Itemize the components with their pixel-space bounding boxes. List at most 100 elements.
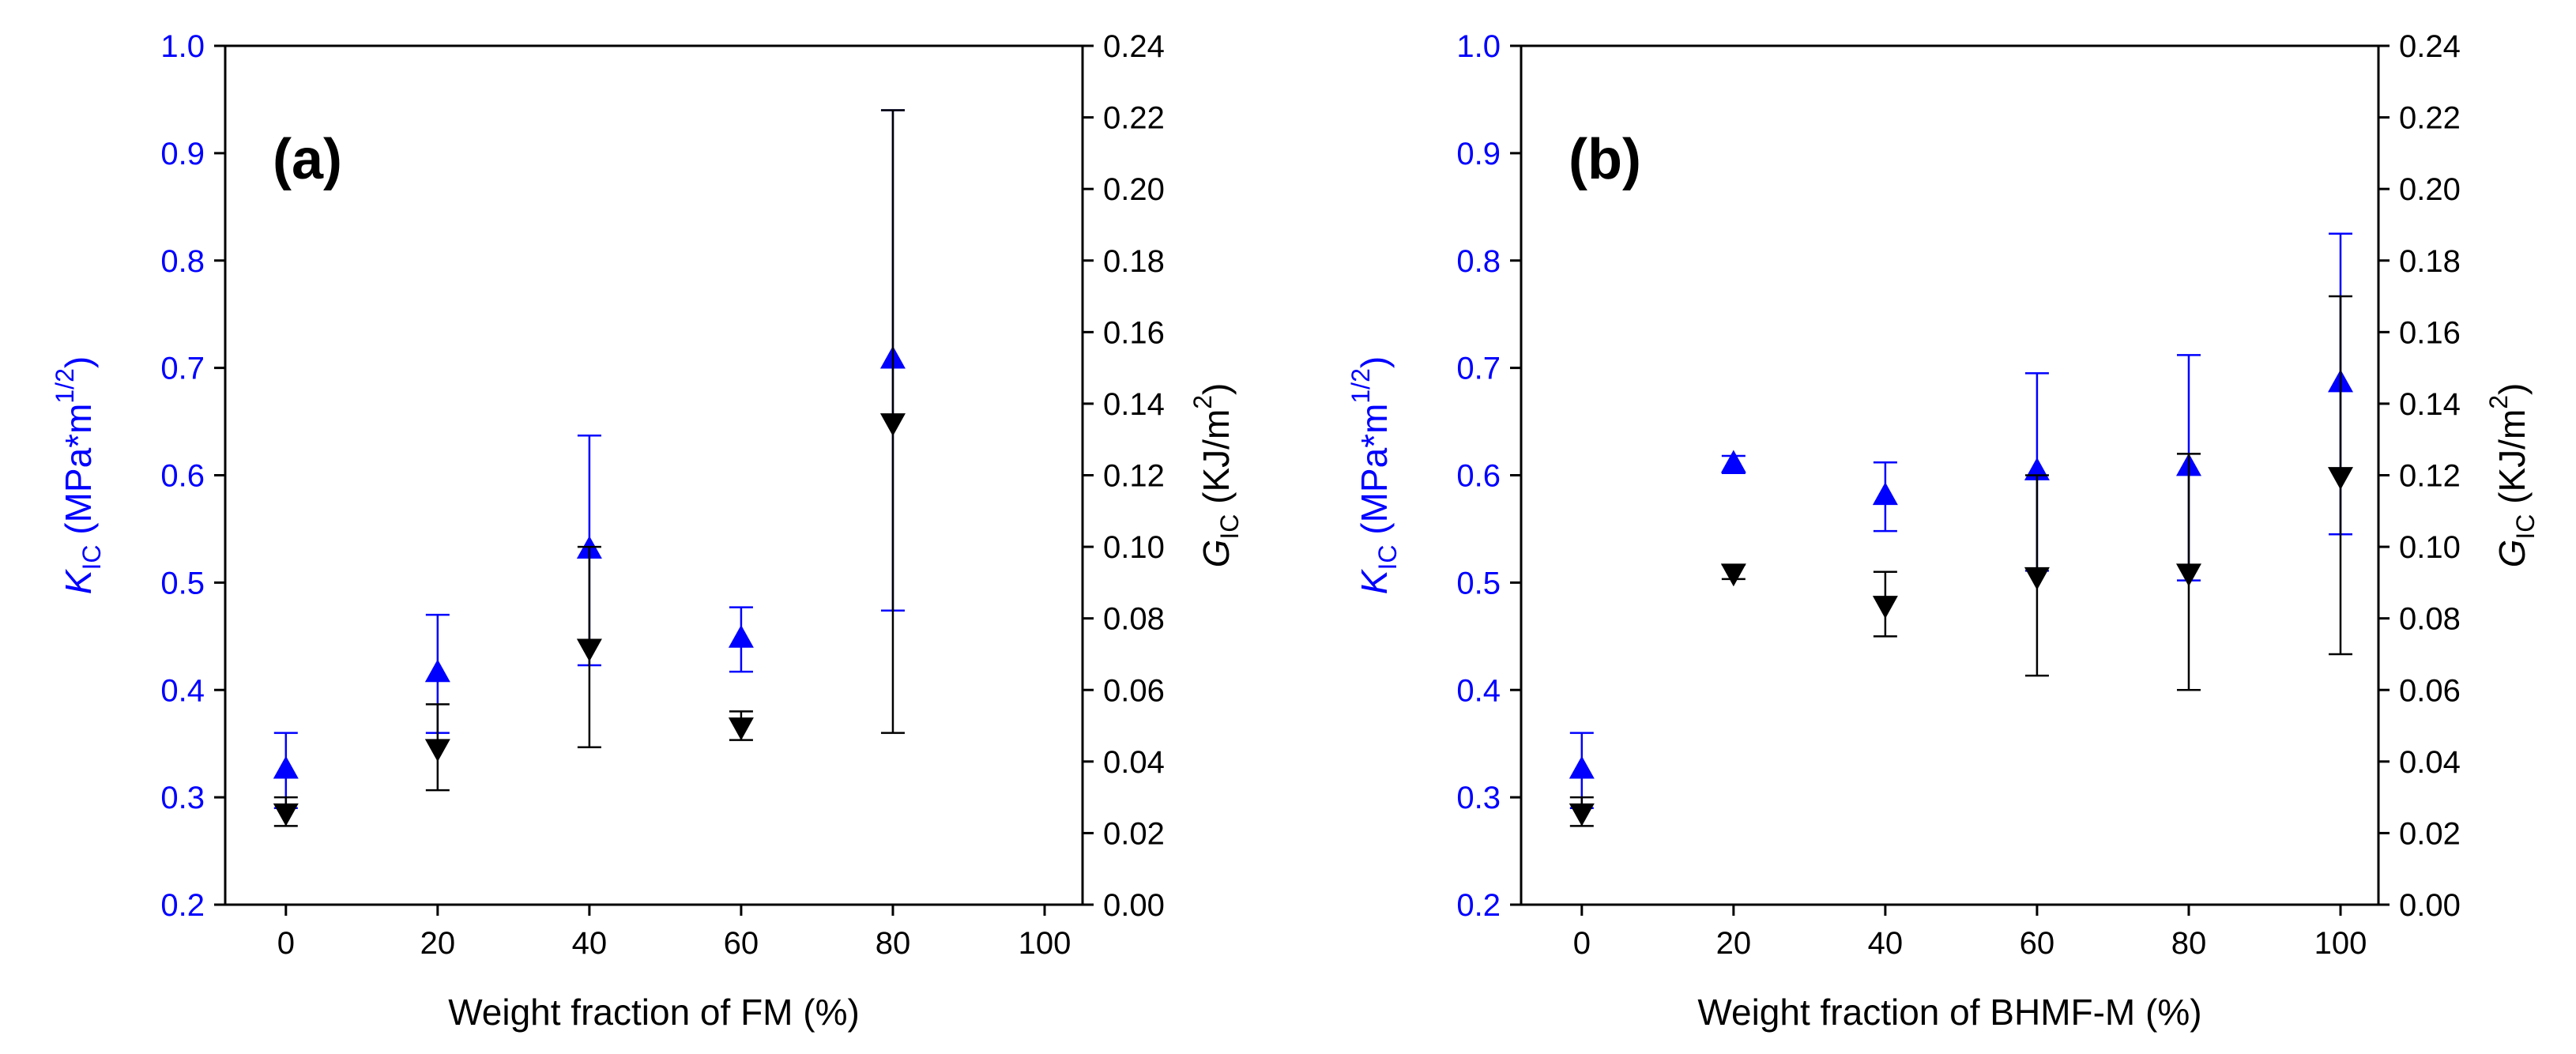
y-left-tick-label: 0.8 xyxy=(160,244,205,279)
point-gic xyxy=(2175,563,2201,587)
ylabel-unit: (MPa*m xyxy=(58,404,99,545)
y-left-tick-label: 0.4 xyxy=(160,673,205,708)
x-tick-label: 40 xyxy=(1868,926,1904,961)
y-left-tick-label: 1.0 xyxy=(1456,29,1501,64)
point-kic xyxy=(728,624,754,648)
y-right-tick-label: 0.14 xyxy=(1103,387,1165,422)
y-left-tick-label: 0.2 xyxy=(1456,888,1501,923)
y-right-tick-label: 0.00 xyxy=(1103,888,1165,923)
ylabel-subscript: IC xyxy=(1215,514,1244,540)
y-right-tick-label: 0.06 xyxy=(2399,673,2461,708)
point-gic xyxy=(1872,596,1898,619)
ylabel-unit-close: ) xyxy=(1196,383,1237,395)
x-tick-label: 60 xyxy=(724,926,759,961)
x-tick-label: 0 xyxy=(1573,926,1591,961)
x-tick-label: 80 xyxy=(2171,926,2207,961)
y-right-tick-label: 0.02 xyxy=(1103,816,1165,851)
y-left-tick-label: 0.9 xyxy=(160,137,205,171)
y-left-tick-label: 0.3 xyxy=(160,781,205,815)
ylabel-subscript: IC xyxy=(77,545,106,570)
y-right-tick-label: 0.10 xyxy=(1103,530,1165,565)
ylabel-symbol: K xyxy=(58,568,99,594)
point-gic xyxy=(1569,803,1595,826)
x-tick-label: 20 xyxy=(1716,926,1752,961)
ylabel-superscript: 2 xyxy=(1188,395,1217,409)
y-right-tick-label: 0.24 xyxy=(1103,29,1165,64)
plot-frame xyxy=(1520,44,2380,906)
y-left-tick-label: 0.2 xyxy=(160,888,205,923)
chart-panel-a: 0 20 40 60 80 100 0.2 0.3 0.4 0.5 0.6 0.7 0.8 0.9 1.0 0… xyxy=(51,29,1244,1033)
point-gic xyxy=(2327,467,2353,490)
y-left-axis-title: KIC (MPa*m1/2) xyxy=(51,356,106,594)
y-right-tick-label: 0.16 xyxy=(2399,315,2461,350)
y-right-tick-label: 0.16 xyxy=(1103,315,1165,350)
y-left-tick-label: 0.9 xyxy=(1456,137,1501,171)
y-left-tick-label: 0.5 xyxy=(160,566,205,600)
plot-frame xyxy=(224,44,1084,906)
y-left-tick-label: 0.4 xyxy=(1456,673,1501,708)
ylabel-unit: (KJ/m xyxy=(2491,409,2533,514)
y-right-tick-label: 0.04 xyxy=(2399,745,2461,780)
y-right-tick-label: 0.18 xyxy=(1103,244,1165,279)
ylabel-subscript: IC xyxy=(2511,514,2540,540)
y-right-axis-title: GIC (KJ/m2) xyxy=(1188,383,1244,568)
y-right-tick-label: 0.10 xyxy=(2399,530,2461,565)
x-axis-title: Weight fraction of BHMF-M (%) xyxy=(1697,992,2201,1033)
y-right-tick-label: 0.08 xyxy=(1103,602,1165,637)
y-right-tick-label: 0.14 xyxy=(2399,387,2461,422)
chart-panel-b: 0 20 40 60 80 100 0.2 0.3 0.4 0.5 0.6 0.7 0.8 0.9 1.0 0… xyxy=(1346,29,2540,1033)
x-tick-label: 20 xyxy=(420,926,456,961)
point-kic xyxy=(273,755,299,779)
point-kic xyxy=(1569,755,1595,779)
point-kic xyxy=(1872,482,1898,506)
series-kic xyxy=(1569,232,2353,809)
x-tick-label: 40 xyxy=(572,926,608,961)
y-right-tick-label: 0.08 xyxy=(2399,602,2461,637)
y-left-tick-label: 0.6 xyxy=(1456,459,1501,494)
y-right-tick-label: 0.22 xyxy=(1103,101,1165,136)
y-right-tick-label: 0.02 xyxy=(2399,816,2461,851)
y-right-tick-label: 0.24 xyxy=(2399,29,2461,64)
y-right-tick-label: 0.20 xyxy=(1103,172,1165,207)
y-right-tick-label: 0.22 xyxy=(2399,101,2461,136)
y-right-tick-label: 0.20 xyxy=(2399,172,2461,207)
y-right-tick-label: 0.00 xyxy=(2399,888,2461,923)
y-right-tick-label: 0.12 xyxy=(1103,459,1165,494)
y-right-tick-label: 0.18 xyxy=(2399,244,2461,279)
ylabel-unit-close: ) xyxy=(2491,383,2533,395)
y-left-tick-label: 1.0 xyxy=(160,29,205,64)
ylabel-symbol: G xyxy=(2491,540,2533,568)
x-tick-label: 80 xyxy=(876,926,911,961)
ylabel-superscript: 1/2 xyxy=(1346,368,1375,403)
point-gic xyxy=(2024,567,2050,590)
ylabel-superscript: 1/2 xyxy=(51,368,79,403)
x-tick-label: 100 xyxy=(2314,926,2367,961)
series-gic xyxy=(273,109,906,827)
y-left-tick-label: 0.6 xyxy=(160,459,205,494)
ylabel-symbol: K xyxy=(1354,568,1395,594)
y-left-axis-title: KIC (MPa*m1/2) xyxy=(1346,356,1402,594)
ylabel-superscript: 2 xyxy=(2484,395,2513,409)
series-gic xyxy=(1569,295,2353,827)
point-gic xyxy=(1720,563,1746,587)
y-right-tick-label: 0.12 xyxy=(2399,459,2461,494)
point-gic xyxy=(273,803,299,826)
ylabel-unit: (KJ/m xyxy=(1196,409,1237,514)
x-tick-label: 60 xyxy=(2020,926,2055,961)
point-gic xyxy=(728,717,754,740)
x-axis-title: Weight fraction of FM (%) xyxy=(448,992,860,1033)
y-right-tick-label: 0.06 xyxy=(1103,673,1165,708)
point-gic xyxy=(424,739,450,762)
point-kic xyxy=(424,659,450,683)
x-tick-label: 100 xyxy=(1019,926,1071,961)
y-left-tick-label: 0.7 xyxy=(1456,352,1501,386)
ylabel-unit-close: ) xyxy=(1354,356,1395,368)
y-left-tick-label: 0.3 xyxy=(1456,781,1501,815)
panel-label: (a) xyxy=(273,128,342,191)
ylabel-unit: (MPa*m xyxy=(1354,404,1395,545)
point-gic xyxy=(879,413,906,436)
y-left-tick-label: 0.8 xyxy=(1456,244,1501,279)
ylabel-unit-close: ) xyxy=(58,356,99,368)
point-gic xyxy=(576,638,602,662)
